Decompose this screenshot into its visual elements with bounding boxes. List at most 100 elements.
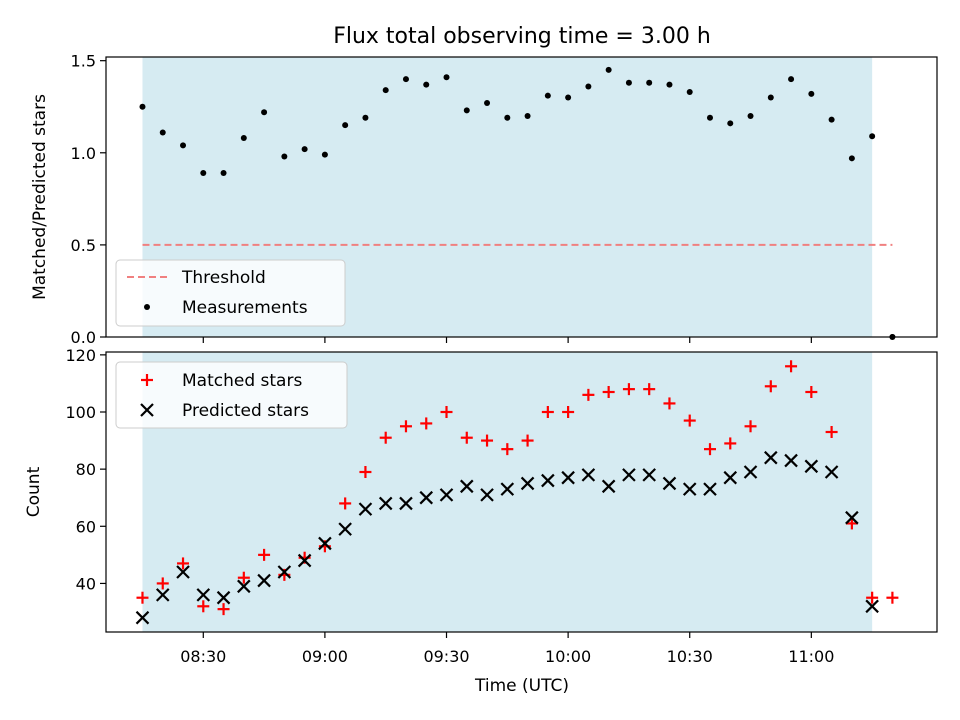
predicted-star-point (601, 479, 616, 494)
predicted-star-point (135, 610, 150, 625)
matched-star-point (562, 406, 575, 418)
measurement-point (443, 74, 450, 81)
y-tick-label: 80 (76, 460, 96, 479)
matched-star-point (744, 420, 757, 433)
legend-box (115, 259, 346, 327)
measurement-point (788, 76, 795, 83)
matched-star-point (643, 383, 656, 396)
measurement-point (261, 109, 268, 116)
predicted-star-point (764, 450, 778, 465)
legend-box (115, 361, 348, 429)
measurement-point (666, 81, 673, 88)
predicted-star-point (500, 482, 515, 496)
measurement-point (767, 94, 774, 101)
count-points (135, 360, 899, 625)
predicted-star-point (277, 565, 292, 579)
predicted-star-point (622, 468, 636, 482)
x-tick-label: 10:30 (667, 647, 713, 666)
y-tick-label: 1.5 (71, 52, 96, 71)
predicted-star-point (541, 473, 555, 488)
legend-measurement-label: Measurements (182, 298, 308, 318)
matched-star-point (156, 577, 169, 590)
predicted-star-point (804, 459, 819, 474)
legend-predicted-swatch (140, 403, 154, 417)
predicted-star-point (196, 588, 211, 602)
matched-star-point (825, 426, 838, 438)
x-tick-label: 08:30 (180, 647, 226, 666)
y-tick-label: 100 (65, 403, 96, 422)
predicted-star-point (318, 536, 332, 551)
measurement-point (625, 79, 632, 86)
x-tick-label: 09:30 (423, 647, 469, 666)
measurement-point (463, 107, 470, 114)
matched-star-point (258, 548, 271, 561)
y-tick-label: 60 (76, 517, 96, 536)
matched-star-point (481, 434, 494, 447)
predicted-star-point (176, 565, 190, 579)
matched-star-point (663, 397, 676, 410)
measurement-points (139, 66, 896, 337)
matched-star-point (805, 386, 818, 398)
legend-threshold-label: Threshold (181, 268, 266, 288)
matched-star-point (724, 437, 737, 450)
count-y-axis-label: Count (24, 466, 44, 517)
measurement-point (180, 142, 187, 149)
predicted-star-point (459, 479, 474, 494)
predicted-star-point (358, 502, 373, 516)
predicted-star-point (682, 482, 697, 496)
x-axis-label: Time (UTC) (474, 676, 569, 696)
matched-star-point (582, 388, 595, 401)
measurement-point (686, 89, 693, 95)
legend-measurement-swatch (144, 304, 150, 310)
predicted-star-point (439, 488, 454, 502)
predicted-star-point (784, 453, 798, 468)
measurement-point (362, 114, 369, 121)
predicted-star-point (561, 470, 575, 485)
predicted-star-point (378, 496, 393, 511)
matched-star-point (886, 591, 899, 604)
matched-star-point (845, 517, 858, 530)
matched-star-point (177, 557, 190, 570)
predicted-star-point (419, 490, 434, 505)
matched-star-point (785, 360, 798, 373)
legend-matched-swatch (141, 374, 153, 386)
count-panel-frame (105, 351, 938, 633)
predicted-star-point (703, 482, 717, 496)
matched-star-point (460, 431, 473, 444)
ratio-y-axis-label: Matched/Predicted stars (30, 94, 50, 300)
matched-star-point (420, 417, 433, 430)
matched-star-point (136, 591, 149, 604)
measurement-point (646, 79, 653, 86)
y-tick-label: 120 (65, 346, 96, 365)
y-tick-label: 0.5 (71, 236, 96, 255)
matched-star-point (440, 406, 453, 418)
matched-star-point (197, 600, 210, 613)
predicted-star-point (824, 465, 839, 479)
chart-title: Flux total observing time = 3.00 h (333, 24, 711, 49)
y-tick-label: 40 (76, 574, 96, 593)
measurement-point (423, 81, 430, 88)
count-panel: 40 60 80 100 120 08:30 09:00 09:30 10:00 10:30 11… (24, 346, 938, 696)
measurement-point (159, 129, 166, 136)
matched-star-point (683, 414, 696, 427)
y-tick-label: 1.0 (71, 144, 96, 163)
predicted-star-point (155, 588, 170, 602)
x-tick-label: 10:00 (545, 647, 591, 666)
matched-star-point (622, 383, 635, 396)
measurement-point (706, 114, 713, 121)
measurement-point (544, 92, 551, 99)
matched-star-point (399, 420, 412, 433)
measurement-point (382, 87, 389, 94)
predicted-star-point (743, 465, 758, 479)
predicted-star-point (338, 522, 352, 536)
measurement-point (402, 76, 409, 83)
count-y-ticks: 40 60 80 100 120 (65, 346, 106, 593)
measurement-point (321, 151, 328, 158)
matched-star-point (379, 431, 392, 444)
ratio-y-ticks: 0.0 0.5 1.0 1.5 (71, 52, 106, 347)
predicted-star-point (662, 476, 677, 491)
measurement-point (240, 135, 247, 142)
measurement-point (848, 155, 855, 162)
predicted-star-point (642, 468, 656, 482)
